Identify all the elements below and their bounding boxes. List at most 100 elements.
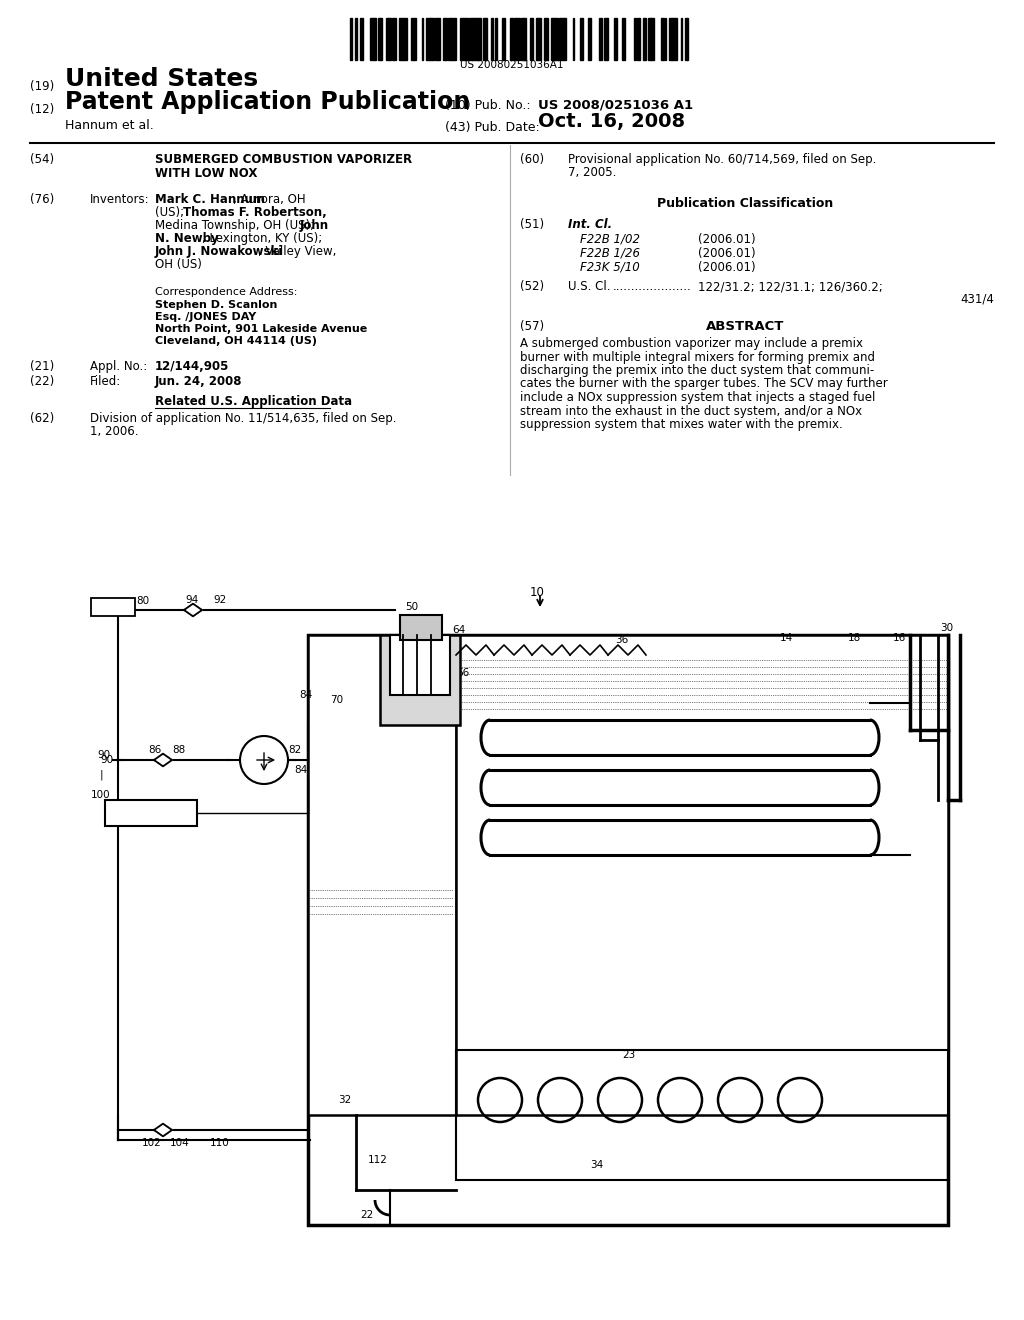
Text: discharging the premix into the duct system that communi-: discharging the premix into the duct sys… (520, 364, 874, 378)
Text: 66: 66 (456, 668, 469, 678)
Text: US 20080251036A1: US 20080251036A1 (460, 59, 564, 70)
Bar (402, 18, 404, 59)
Text: 53: 53 (420, 634, 433, 643)
Text: 84: 84 (299, 690, 312, 700)
Bar (484, 18, 487, 59)
Text: (76): (76) (30, 193, 54, 206)
Text: 88: 88 (172, 744, 185, 755)
Text: 16: 16 (893, 634, 906, 643)
Bar (559, 18, 561, 59)
Text: 32: 32 (338, 1096, 351, 1105)
Text: ABSTRACT: ABSTRACT (706, 319, 784, 333)
Text: 62: 62 (415, 649, 428, 660)
Text: Publication Classification: Publication Classification (656, 197, 834, 210)
Text: F22B 1/26: F22B 1/26 (580, 247, 640, 260)
Text: 64: 64 (452, 624, 465, 635)
Bar (551, 18, 554, 59)
Bar (308, 635, 456, 1115)
Bar (588, 18, 591, 59)
Text: (22): (22) (30, 375, 54, 388)
Text: 22: 22 (360, 1210, 374, 1220)
Text: F23K 5/10: F23K 5/10 (580, 261, 640, 275)
Text: 86: 86 (148, 744, 161, 755)
Text: 100: 100 (91, 789, 111, 800)
Text: (US);: (US); (155, 206, 187, 219)
Text: (2006.01): (2006.01) (698, 261, 756, 275)
Text: 18: 18 (848, 634, 861, 643)
Text: F22B 1/02: F22B 1/02 (580, 234, 640, 246)
Text: (2006.01): (2006.01) (698, 234, 756, 246)
Bar (355, 18, 357, 59)
Bar (538, 18, 541, 59)
Bar (360, 18, 362, 59)
Bar (604, 18, 607, 59)
Bar (634, 18, 636, 59)
Bar (521, 18, 523, 59)
Text: CONTROLLER: CONTROLLER (118, 808, 184, 818)
Bar (502, 18, 505, 59)
Bar (438, 18, 440, 59)
Bar (564, 18, 566, 59)
Bar (456, 635, 948, 1115)
Text: .....................: ..................... (613, 280, 692, 293)
Text: |: | (100, 770, 103, 780)
Bar (435, 18, 438, 59)
Text: (54): (54) (30, 153, 54, 166)
Bar (544, 18, 547, 59)
Text: SUBMERGED COMBUSTION VAPORIZER: SUBMERGED COMBUSTION VAPORIZER (155, 153, 412, 166)
Text: Oct. 16, 2008: Oct. 16, 2008 (538, 112, 685, 131)
Text: suppression system that mixes water with the premix.: suppression system that mixes water with… (520, 418, 843, 432)
Bar (599, 18, 602, 59)
Bar (373, 18, 375, 59)
Text: (19): (19) (30, 81, 54, 92)
Text: N. Newby: N. Newby (155, 232, 219, 246)
Text: 65: 65 (438, 668, 452, 678)
Text: Jun. 24, 2008: Jun. 24, 2008 (155, 375, 243, 388)
Text: (12): (12) (30, 103, 54, 116)
Text: 12/144,905: 12/144,905 (155, 360, 229, 374)
Text: Filed:: Filed: (90, 375, 121, 388)
Bar (672, 18, 675, 59)
Text: Thomas F. Robertson,: Thomas F. Robertson, (183, 206, 327, 219)
Bar (669, 18, 672, 59)
Bar (443, 18, 445, 59)
Text: stream into the exhaust in the duct system, and/or a NOx: stream into the exhaust in the duct syst… (520, 404, 862, 417)
Text: burner with multiple integral mixers for forming premix and: burner with multiple integral mixers for… (520, 351, 874, 363)
Bar (651, 18, 654, 59)
Bar (400, 615, 442, 640)
Bar (308, 635, 948, 1225)
Bar (475, 18, 477, 59)
Text: United States: United States (65, 67, 258, 91)
Text: Hannum et al.: Hannum et al. (65, 119, 154, 132)
Text: (57): (57) (520, 319, 544, 333)
Bar (648, 18, 650, 59)
Bar (370, 18, 373, 59)
Text: (51): (51) (520, 218, 544, 231)
Bar (479, 18, 481, 59)
Circle shape (240, 737, 288, 784)
Text: Stephen D. Scanlon: Stephen D. Scanlon (155, 300, 278, 310)
Text: North Point, 901 Lakeside Avenue: North Point, 901 Lakeside Avenue (155, 323, 368, 334)
Bar (380, 18, 382, 59)
Bar (378, 18, 380, 59)
Text: (21): (21) (30, 360, 54, 374)
Text: OH (US): OH (US) (155, 257, 202, 271)
Bar (390, 635, 450, 696)
Bar (643, 18, 646, 59)
Text: (60): (60) (520, 153, 544, 166)
Text: Int. Cl.: Int. Cl. (568, 218, 612, 231)
Bar (393, 18, 396, 59)
Text: 20: 20 (440, 640, 454, 649)
Text: (52): (52) (520, 280, 544, 293)
Text: , Aurora, OH: , Aurora, OH (233, 193, 305, 206)
Bar (449, 18, 450, 59)
Text: include a NOx suppression system that injects a staged fuel: include a NOx suppression system that in… (520, 391, 876, 404)
Text: 82: 82 (288, 744, 301, 755)
Text: US 2008/0251036 A1: US 2008/0251036 A1 (538, 99, 693, 112)
Polygon shape (154, 1123, 172, 1137)
Bar (511, 18, 513, 59)
Text: cates the burner with the sparger tubes. The SCV may further: cates the burner with the sparger tubes.… (520, 378, 888, 391)
Bar (388, 18, 390, 59)
Text: John: John (300, 219, 329, 232)
Text: Mark C. Hannum: Mark C. Hannum (155, 193, 265, 206)
